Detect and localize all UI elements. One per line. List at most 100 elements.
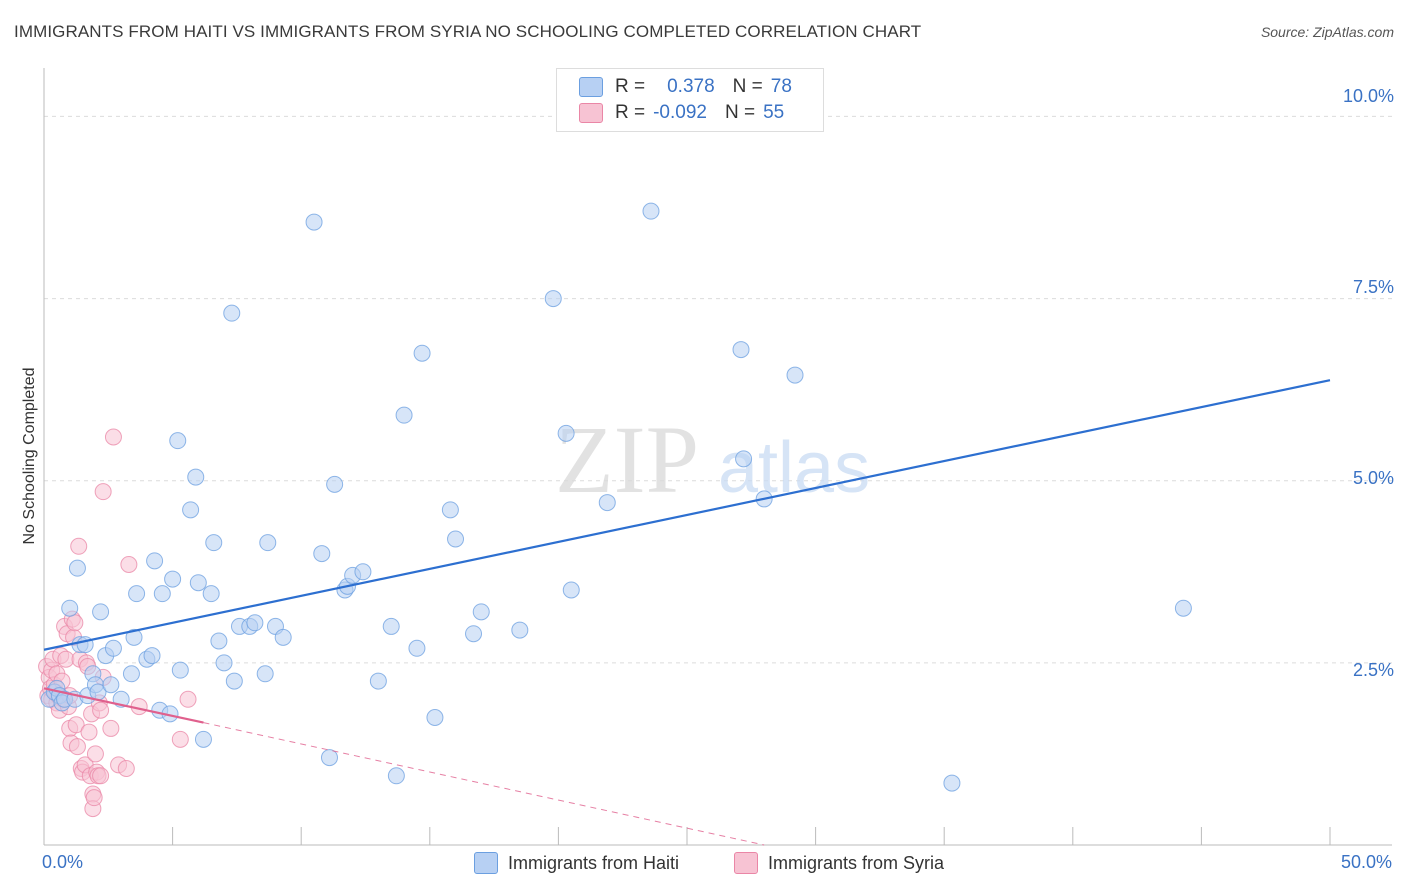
haiti-point-61: [408, 639, 426, 657]
y-tick-label-2-5: 2.5%: [1352, 660, 1394, 680]
haiti-point-68: [511, 621, 529, 639]
haiti-point-39: [215, 654, 233, 672]
trend-lines: [43, 379, 1331, 846]
syria-point-48: [94, 483, 112, 501]
bottom-syria-swatch: [734, 852, 758, 874]
syria-point-25: [66, 614, 84, 632]
haiti-point-74: [732, 341, 750, 359]
syria-point-50: [104, 428, 122, 446]
haiti-r-value: 0.378: [667, 76, 715, 97]
syria-r-label: R =: [615, 102, 646, 123]
haiti-point-65: [447, 530, 465, 548]
legend-row-haiti: R = 0.378 N = 78: [579, 75, 792, 99]
syria-point-52: [117, 760, 135, 777]
haiti-point-33: [187, 468, 205, 486]
haiti-point-56: [354, 563, 372, 581]
haiti-point-44: [246, 614, 264, 632]
watermark-zip: ZIP: [555, 406, 699, 513]
haiti-point-51: [320, 749, 338, 767]
syria-point-17: [57, 650, 75, 668]
haiti-point-38: [210, 632, 228, 650]
haiti-point-78: [943, 774, 961, 792]
haiti-point-48: [274, 628, 292, 646]
haiti-point-58: [382, 617, 400, 635]
syria-point-45: [92, 767, 110, 785]
syria-r-value: -0.092: [653, 102, 707, 123]
syria-trend-line: [43, 687, 204, 724]
haiti-point-20: [122, 665, 140, 683]
haiti-point-15: [92, 603, 110, 621]
haiti-point-41: [225, 672, 243, 690]
syria-n-label: N =: [724, 102, 756, 123]
haiti-point-22: [128, 585, 146, 603]
syria-point-28: [70, 537, 88, 555]
syria-point-41: [86, 745, 104, 763]
haiti-point-34: [189, 574, 207, 592]
haiti-point-18: [104, 639, 122, 657]
haiti-point-62: [413, 344, 431, 362]
haiti-point-35: [194, 730, 212, 748]
haiti-point-52: [326, 475, 344, 493]
watermark: ZIP atlas: [555, 406, 870, 513]
haiti-point-70: [557, 424, 575, 442]
syria-point-26: [67, 716, 85, 734]
syria-point-40: [85, 789, 103, 807]
haiti-point-45: [256, 665, 274, 683]
haiti-point-29: [164, 570, 182, 588]
haiti-point-32: [182, 501, 200, 519]
haiti-point-25: [146, 552, 164, 570]
haiti-point-59: [387, 767, 405, 785]
haiti-point-17: [102, 676, 120, 694]
legend-row-syria: R = -0.092 N = 55: [579, 101, 784, 125]
axes: [43, 68, 1392, 846]
haiti-point-31: [171, 661, 189, 679]
haiti-r-label: R =: [615, 76, 646, 97]
haiti-point-67: [472, 603, 490, 621]
bottom-legend-haiti: Immigrants from Haiti: [474, 852, 679, 874]
bottom-legend-syria: Immigrants from Syria: [734, 852, 944, 874]
haiti-point-77: [786, 366, 804, 384]
haiti-point-69: [544, 290, 562, 308]
syria-trend-extension: [203, 722, 765, 846]
haiti-point-46: [259, 534, 277, 552]
haiti-point-75: [735, 450, 753, 468]
haiti-points: [40, 202, 1192, 792]
syria-point-53: [120, 556, 138, 573]
bottom-syria-label: Immigrants from Syria: [768, 852, 945, 873]
stats-legend: R = 0.378 N = 78 R = -0.092 N = 55: [556, 68, 824, 132]
haiti-point-8: [68, 559, 86, 577]
haiti-trend-line: [43, 379, 1331, 651]
bottom-haiti-label: Immigrants from Haiti: [508, 852, 680, 873]
haiti-point-63: [426, 709, 444, 726]
haiti-point-72: [598, 494, 616, 512]
bottom-haiti-swatch: [474, 852, 498, 874]
source-label: Source: ZipAtlas.com: [1260, 24, 1394, 40]
haiti-point-6: [61, 599, 79, 617]
watermark-atlas: atlas: [718, 428, 870, 508]
chart-title: IMMIGRANTS FROM HAITI VS IMMIGRANTS FROM…: [14, 22, 922, 41]
x-tick-label-max: 50.0%: [1340, 852, 1392, 872]
syria-point-35: [80, 723, 98, 741]
syria-points: [38, 428, 197, 818]
haiti-point-71: [562, 581, 580, 599]
haiti-point-57: [369, 672, 387, 690]
haiti-n-label: N =: [732, 76, 763, 97]
haiti-point-24: [143, 647, 161, 665]
syria-point-56: [179, 690, 197, 708]
haiti-point-60: [395, 406, 413, 424]
haiti-point-27: [153, 585, 171, 603]
x-tick-label-min: 0.0%: [42, 852, 84, 872]
syria-point-55: [171, 730, 189, 748]
syria-point-46: [92, 701, 110, 719]
haiti-point-66: [465, 625, 483, 643]
haiti-swatch: [579, 77, 603, 97]
syria-swatch: [579, 103, 603, 123]
haiti-point-73: [642, 202, 660, 220]
haiti-point-64: [441, 501, 459, 519]
syria-n-value: 55: [763, 102, 785, 123]
haiti-point-50: [313, 545, 331, 563]
haiti-n-value: 78: [770, 76, 792, 97]
haiti-point-36: [202, 585, 220, 603]
y-tick-label-7-5: 7.5%: [1352, 277, 1394, 297]
